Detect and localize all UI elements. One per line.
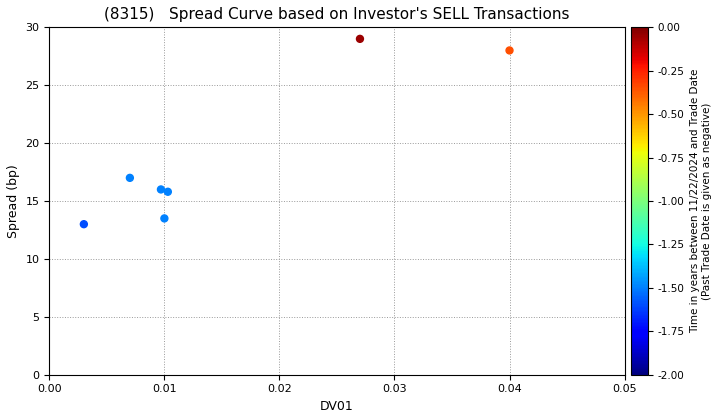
Point xyxy=(504,47,516,54)
Y-axis label: Time in years between 11/22/2024 and Trade Date
(Past Trade Date is given as neg: Time in years between 11/22/2024 and Tra… xyxy=(690,69,712,333)
Y-axis label: Spread (bp): Spread (bp) xyxy=(7,164,20,238)
Point xyxy=(354,36,366,42)
X-axis label: DV01: DV01 xyxy=(320,400,354,413)
Point xyxy=(162,189,174,195)
Point xyxy=(78,221,89,228)
Point xyxy=(156,186,167,193)
Point xyxy=(158,215,170,222)
Point xyxy=(124,174,135,181)
Title: (8315)   Spread Curve based on Investor's SELL Transactions: (8315) Spread Curve based on Investor's … xyxy=(104,7,570,22)
